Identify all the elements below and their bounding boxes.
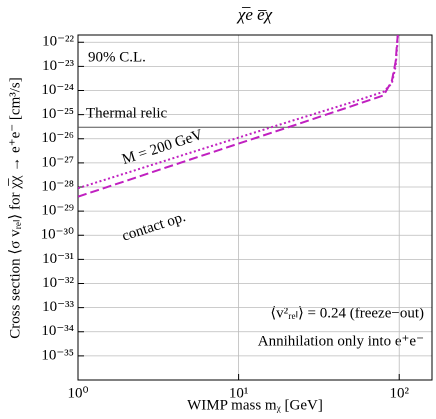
series-line <box>78 35 399 190</box>
plot-frame <box>77 34 433 381</box>
x-tick-label: 10¹ <box>229 385 249 401</box>
y-tick-label: 10⁻²⁵ <box>41 106 74 122</box>
series-label: M = 200 GeV <box>120 127 205 168</box>
series-label: contact op. <box>120 209 188 245</box>
y-tick-label: 10⁻³³ <box>42 299 74 315</box>
y-tick-label: 10⁻²⁴ <box>41 82 74 98</box>
y-tick-label: 10⁻³⁴ <box>41 323 74 339</box>
annotation: ⟨v²ᵣₑₗ⟩ = 0.24 (freeze−out) <box>270 305 424 321</box>
y-tick-label: 10⁻³⁵ <box>41 347 74 363</box>
y-tick-label: 10⁻²⁶ <box>41 130 74 146</box>
y-tick-label: 10⁻²⁷ <box>41 154 74 170</box>
y-tick-label: 10⁻³⁰ <box>41 227 74 243</box>
x-axis-label: WIMP mass mᵪ [GeV] <box>187 397 323 413</box>
y-tick-label: 10⁻²³ <box>42 58 74 74</box>
reference-label: Thermal relic <box>86 106 168 122</box>
annotation: 90% C.L. <box>88 49 146 65</box>
x-tick-label: 10⁰ <box>67 385 88 401</box>
y-tick-label: 10⁻²² <box>42 34 74 50</box>
y-tick-label: 10⁻³¹ <box>42 251 74 267</box>
y-tick-label: 10⁻²⁸ <box>41 178 74 194</box>
chart-title: χ̅e e̅χ <box>236 5 273 24</box>
x-tick-label: 10² <box>389 385 409 401</box>
y-axis-label: Cross section ⟨σ vᵣₑₗ⟩ for χ̅χ → e⁺e⁻ [c… <box>7 77 23 339</box>
y-tick-label: 10⁻³² <box>42 275 74 291</box>
annotation: Annihilation only into e⁺e⁻ <box>258 333 424 349</box>
y-tick-label: 10⁻²⁹ <box>41 203 74 219</box>
